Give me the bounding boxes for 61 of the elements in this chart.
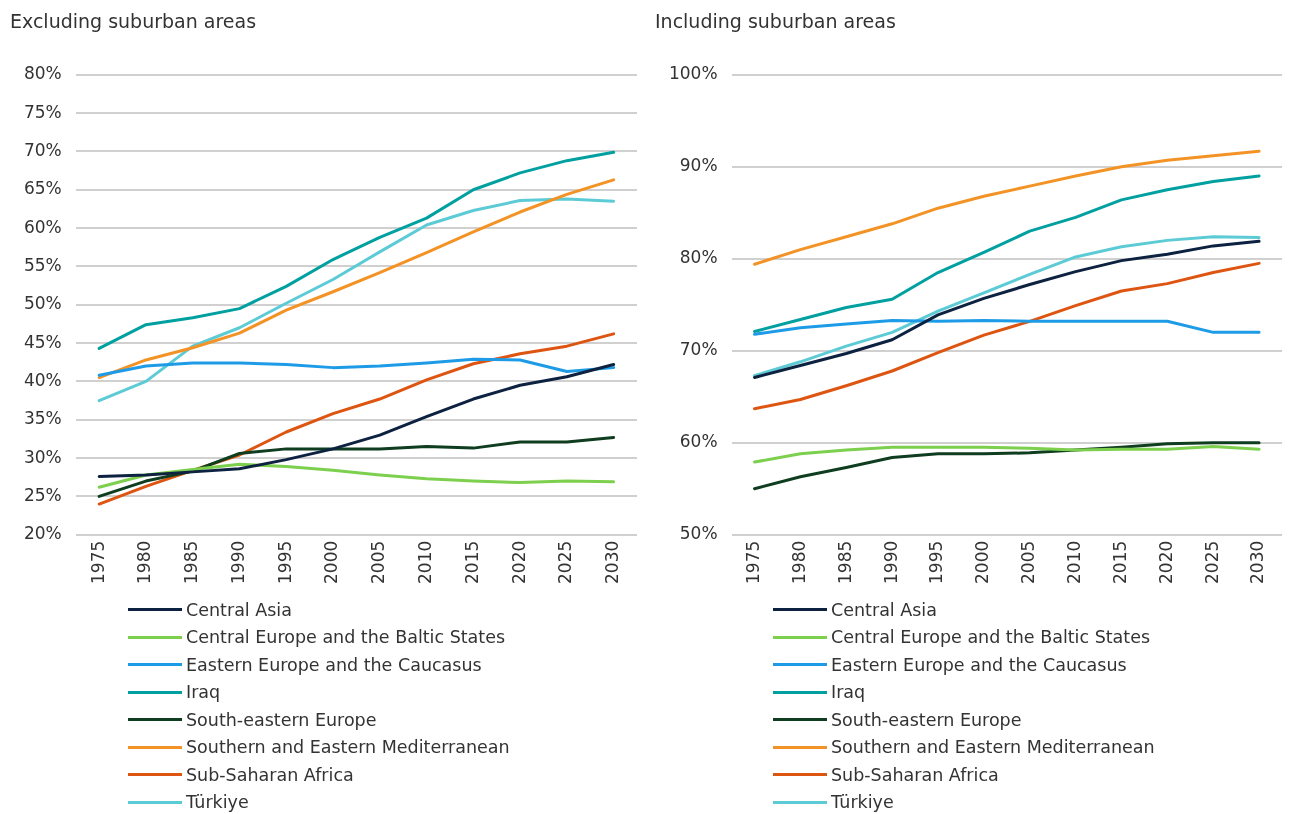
y-tick-label: 35% — [23, 408, 62, 429]
x-tick-label: 1990 — [227, 540, 248, 584]
y-tick-label: 65% — [23, 178, 62, 199]
x-tick-label: 2020 — [1155, 540, 1176, 584]
legend-label: Southern and Eastern Mediterranean — [186, 737, 510, 758]
x-tick-label: 1995 — [926, 540, 947, 584]
y-tick-label: 45% — [23, 331, 62, 352]
y-tick-label: 80% — [23, 63, 62, 84]
legend-label: Sub-Saharan Africa — [831, 764, 999, 785]
y-tick-label: 80% — [679, 247, 718, 268]
chart-title: Including suburban areas — [655, 10, 896, 33]
x-tick-label: 2030 — [602, 540, 623, 584]
y-tick-label: 55% — [23, 254, 62, 275]
x-tick-label: 1985 — [181, 540, 202, 584]
x-tick-label: 2005 — [1018, 540, 1039, 584]
x-tick-label: 2030 — [1247, 540, 1268, 584]
x-tick-label: 2015 — [461, 540, 482, 584]
legend-label: Türkiye — [186, 792, 249, 813]
x-tick-label: 1980 — [788, 540, 809, 584]
y-tick-label: 20% — [23, 523, 62, 544]
y-tick-label: 50% — [23, 293, 62, 314]
legend-label: Iraq — [831, 682, 866, 703]
x-tick-label: 2025 — [1201, 540, 1222, 584]
x-tick-label: 1975 — [742, 540, 763, 584]
x-tick-label: 2010 — [1064, 540, 1085, 584]
legend-label: Central Asia — [831, 599, 937, 620]
y-tick-label: 40% — [23, 369, 62, 390]
x-tick-label: 2000 — [321, 540, 342, 584]
x-tick-label: 2025 — [555, 540, 576, 584]
legend-label: Eastern Europe and the Caucasus — [186, 654, 482, 675]
y-tick-label: 70% — [679, 339, 718, 360]
x-tick-label: 1975 — [87, 540, 108, 584]
y-tick-label: 90% — [679, 155, 718, 176]
y-tick-label: 25% — [23, 484, 62, 505]
x-tick-label: 1995 — [274, 540, 295, 584]
legend-label: Iraq — [186, 682, 221, 703]
x-tick-label: 1985 — [834, 540, 855, 584]
chart-title: Excluding suburban areas — [10, 10, 257, 33]
legend-label: Central Asia — [186, 599, 292, 620]
x-tick-label: 2020 — [508, 540, 529, 584]
x-tick-label: 2010 — [414, 540, 435, 584]
legend-label: South-eastern Europe — [831, 709, 1022, 730]
x-tick-label: 2000 — [972, 540, 993, 584]
x-tick-label: 1990 — [880, 540, 901, 584]
y-tick-label: 70% — [23, 139, 62, 160]
x-tick-label: 2005 — [368, 540, 389, 584]
legend-label: Türkiye — [831, 792, 894, 813]
legend-label: Central Europe and the Baltic States — [186, 627, 506, 648]
y-tick-label: 60% — [679, 431, 718, 452]
legend-label: South-eastern Europe — [186, 709, 377, 730]
legend-label: Central Europe and the Baltic States — [831, 627, 1151, 648]
x-tick-label: 1980 — [134, 540, 155, 584]
y-tick-label: 60% — [23, 216, 62, 237]
y-tick-label: 100% — [668, 63, 718, 84]
x-tick-label: 2015 — [1109, 540, 1130, 584]
y-tick-label: 75% — [23, 101, 62, 122]
y-tick-label: 50% — [679, 523, 718, 544]
legend-label: Southern and Eastern Mediterranean — [831, 737, 1155, 758]
legend-label: Eastern Europe and the Caucasus — [831, 654, 1127, 675]
legend-label: Sub-Saharan Africa — [186, 764, 354, 785]
y-tick-label: 30% — [23, 446, 62, 467]
